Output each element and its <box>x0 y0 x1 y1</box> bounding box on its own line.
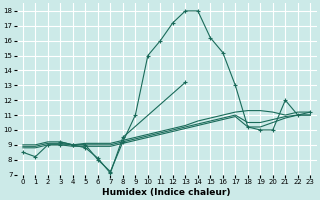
X-axis label: Humidex (Indice chaleur): Humidex (Indice chaleur) <box>102 188 231 197</box>
